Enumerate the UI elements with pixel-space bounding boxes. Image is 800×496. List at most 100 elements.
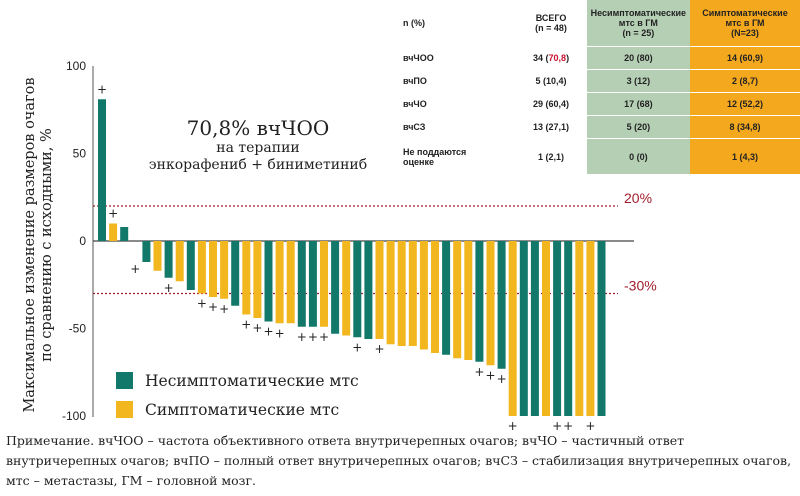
bar xyxy=(386,241,395,345)
bar xyxy=(508,241,517,416)
plus-marker: + xyxy=(497,372,507,386)
row-total: 34 (70,8) xyxy=(515,47,587,70)
table-row: вчПО 5 (10,4) 3 (12) 2 (8,7) xyxy=(397,70,800,93)
row-label: Не поддаются оценке xyxy=(397,139,516,175)
bar xyxy=(342,241,351,336)
plus-marker: + xyxy=(275,326,285,340)
bar xyxy=(364,241,373,339)
row-total-prefix: 34 ( xyxy=(533,53,549,63)
plus-marker: + xyxy=(474,365,484,379)
y-axis-label-line1: Максимальное изменение размеров очагов xyxy=(22,77,38,412)
row-asym: 3 (12) xyxy=(586,70,690,93)
plus-marker: + xyxy=(164,281,174,295)
footnote: Примечание. вчЧОО – частота объективного… xyxy=(6,433,792,488)
plus-marker: + xyxy=(319,330,329,344)
legend-label-symptomatic: Симптоматические мтс xyxy=(145,400,340,419)
bar xyxy=(164,241,173,278)
table-header-row: n (%) ВСЕГО (n = 48) Несимптоматические … xyxy=(397,0,800,47)
headline-main: 70,8% вчЧОО xyxy=(186,116,330,140)
bar xyxy=(253,241,262,318)
bar xyxy=(497,241,506,369)
bar xyxy=(475,241,484,362)
header-sym-line2: мтс в ГМ xyxy=(725,18,765,28)
row-total-highlight: 70,8 xyxy=(548,53,567,63)
reference-lines: 20% -30% xyxy=(93,190,657,295)
row-label-line2: оценке xyxy=(403,156,434,167)
row-label: вчПО xyxy=(397,70,516,93)
header-total-line2: (n = 48) xyxy=(535,23,567,33)
plus-marker: + xyxy=(219,302,229,316)
bar xyxy=(98,99,106,241)
headline-line3: энкорафениб + биниметиниб xyxy=(148,157,368,173)
row-total: 29 (60,4) xyxy=(515,93,587,116)
chart-legend: Несимптоматические мтс Симптоматические … xyxy=(116,366,359,424)
header-n-percent: n (%) xyxy=(397,0,516,47)
bar xyxy=(586,241,595,416)
plus-marker: + xyxy=(252,321,262,335)
plus-marker: + xyxy=(241,318,251,332)
reference-line-label: 20% xyxy=(624,190,652,206)
plus-marker: + xyxy=(130,262,140,276)
plus-markers: +++++ + ++ + + + + + ++ ++ + ++ + + + xyxy=(97,82,595,433)
y-tick-label: 0 xyxy=(79,234,86,248)
plus-marker: + xyxy=(485,368,495,382)
plus-marker: + xyxy=(308,330,318,344)
bar xyxy=(464,241,473,360)
bar xyxy=(220,241,229,299)
table-row: вчСЗ 13 (27,1) 5 (20) 8 (34,8) xyxy=(397,116,800,139)
bar xyxy=(553,241,562,416)
y-tick-label: -50 xyxy=(69,322,87,336)
reference-line-label: -30% xyxy=(624,278,657,294)
bar xyxy=(331,241,340,334)
bar xyxy=(231,241,240,306)
row-sym: 8 (34,8) xyxy=(690,116,800,139)
header-asymptomatic: Несимптоматические мтс в ГМ (n = 25) xyxy=(586,0,690,47)
bar xyxy=(431,241,439,353)
bar xyxy=(575,241,584,416)
header-symptomatic: Симптоматические мтс в ГМ (N=23) xyxy=(690,0,800,47)
legend-item-symptomatic: Симптоматические мтс xyxy=(116,395,359,424)
bar xyxy=(264,241,273,322)
row-asym: 20 (80) xyxy=(586,47,690,70)
row-sym: 12 (52,2) xyxy=(690,93,800,116)
plus-marker: + xyxy=(552,419,562,433)
row-total: 13 (27,1) xyxy=(515,116,587,139)
plus-marker: + xyxy=(508,419,518,433)
bar xyxy=(186,241,195,290)
row-total: 5 (10,4) xyxy=(515,70,587,93)
bar xyxy=(530,241,539,416)
y-tick-label: 100 xyxy=(66,59,86,73)
bar xyxy=(564,241,573,416)
y-tick-label: -100 xyxy=(62,409,86,423)
bar xyxy=(442,241,451,355)
bar xyxy=(375,241,384,339)
plus-marker: + xyxy=(263,325,273,339)
bar xyxy=(275,241,284,324)
row-asym: 17 (68) xyxy=(586,93,690,116)
bar xyxy=(542,241,550,416)
plus-marker: + xyxy=(585,419,595,433)
row-label: вчСЗ xyxy=(397,116,516,139)
bar xyxy=(597,241,606,416)
header-asym-line1: Несимптоматические xyxy=(590,8,686,18)
bar xyxy=(308,241,317,327)
row-sym: 1 (4,3) xyxy=(690,139,800,175)
header-total-line1: ВСЕГО xyxy=(535,13,567,23)
legend-item-asymptomatic: Несимптоматические мтс xyxy=(116,366,359,395)
headline-line2: на терапии xyxy=(216,140,300,156)
bar xyxy=(419,241,428,350)
bar xyxy=(209,241,217,297)
y-tick-labels: 100 50 0 -50 -100 xyxy=(62,59,86,423)
bar xyxy=(109,223,118,241)
plus-marker: + xyxy=(208,300,218,314)
row-sym: 14 (60,9) xyxy=(690,47,800,70)
plus-marker: + xyxy=(563,419,573,433)
bar xyxy=(175,241,184,282)
plus-marker: + xyxy=(108,207,118,221)
header-sym-line3: (N=23) xyxy=(731,28,759,38)
y-axis-label-line2: по сравнению с исходными, % xyxy=(39,128,55,362)
legend-swatch-symptomatic xyxy=(116,401,133,418)
plus-marker: + xyxy=(374,342,384,356)
bar xyxy=(120,227,129,241)
